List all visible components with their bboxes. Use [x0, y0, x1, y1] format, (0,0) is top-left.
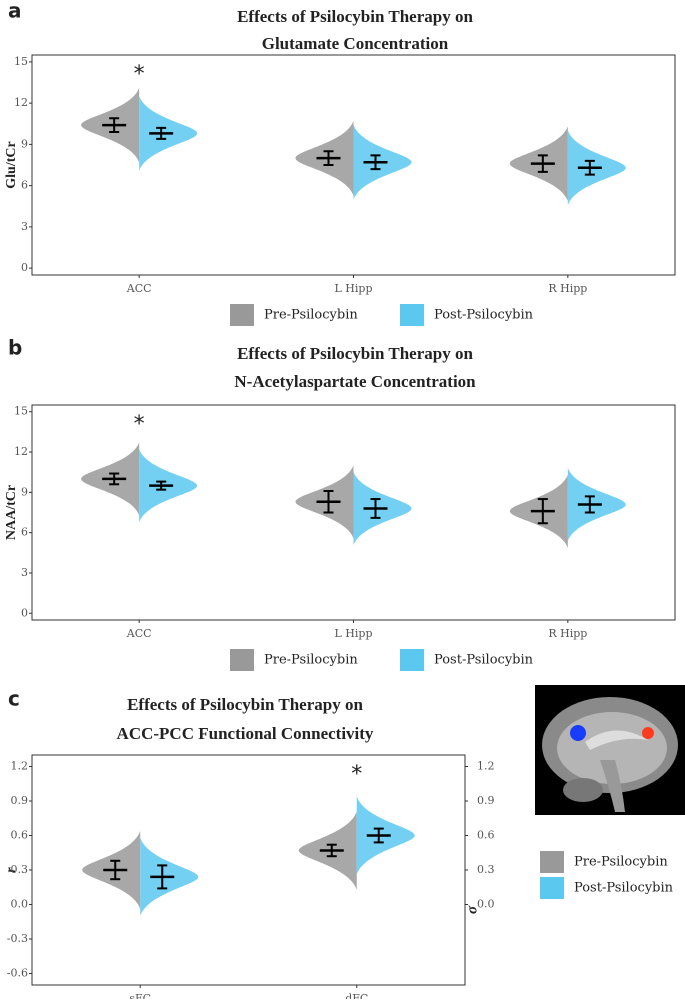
x-tick-label: sFC [129, 992, 151, 999]
y-tick-label: 15 [14, 405, 28, 418]
x-tick-label: R Hipp [548, 627, 587, 640]
y-tick-label: 0.9 [11, 794, 29, 807]
y2-tick-label: 1.2 [477, 760, 495, 773]
y-tick-label: 3 [21, 220, 28, 233]
chart-title: Effects of Psilocybin Therapy on [127, 695, 363, 714]
chart-title: Effects of Psilocybin Therapy on [237, 7, 473, 26]
y-axis-label: Glu/tCr [4, 141, 19, 188]
significance-marker: * [134, 412, 145, 437]
brainstem [600, 760, 625, 812]
corpus-callosum [585, 730, 648, 750]
legend-swatch [400, 304, 424, 326]
chart-title: Glutamate Concentration [262, 34, 449, 53]
y-tick-label: 9 [21, 137, 28, 150]
chart-title: N-Acetylaspartate Concentration [234, 372, 476, 391]
legend-label: Pre-Psilocybin [264, 653, 358, 668]
y-tick-label: 6 [21, 526, 28, 539]
legend-label: Post-Psilocybin [434, 308, 534, 323]
y-tick-label: 12 [14, 96, 28, 109]
y-tick-label: -0.3 [7, 932, 28, 945]
panel-label: a [8, 0, 22, 23]
y-tick-label: 0.3 [11, 863, 29, 876]
legend-label: Post-Psilocybin [574, 881, 674, 896]
y-tick-label: -0.6 [7, 967, 28, 980]
legend-label: Pre-Psilocybin [574, 855, 668, 870]
y-tick-label: 1.2 [11, 760, 29, 773]
y2-tick-label: 0.0 [477, 898, 495, 911]
x-tick-label: L Hipp [335, 627, 373, 640]
legend-swatch [540, 851, 564, 873]
pcc-roi [642, 727, 654, 739]
y-tick-label: 3 [21, 566, 28, 579]
x-tick-label: L Hipp [335, 282, 373, 295]
significance-marker: * [134, 62, 145, 87]
y2-tick-label: 0.6 [477, 829, 495, 842]
chart-title: ACC-PCC Functional Connectivity [117, 724, 374, 743]
cerebellum [563, 778, 603, 802]
acc-roi [570, 725, 586, 741]
y-tick-label: 0.0 [11, 898, 29, 911]
x-tick-label: ACC [126, 627, 152, 640]
panel-label: b [8, 336, 22, 360]
brain-image [535, 685, 685, 815]
y-tick-label: 0.6 [11, 829, 29, 842]
y-tick-label: 12 [14, 445, 28, 458]
x-tick-label: R Hipp [548, 282, 587, 295]
y-tick-label: 15 [14, 55, 28, 68]
legend-swatch [230, 304, 254, 326]
significance-marker: * [351, 762, 362, 787]
x-tick-label: dFC [345, 992, 368, 999]
y-tick-label: 6 [21, 179, 28, 192]
legend-label: Pre-Psilocybin [264, 308, 358, 323]
panel-label: c [8, 687, 20, 711]
chart-title: Effects of Psilocybin Therapy on [237, 344, 473, 363]
x-tick-label: ACC [126, 282, 152, 295]
y-tick-label: 9 [21, 485, 28, 498]
y-tick-label: 0 [21, 261, 28, 274]
y2-axis-label: σ [464, 905, 480, 914]
y-axis-label: NAA/tCr [4, 485, 19, 540]
legend-swatch [540, 877, 564, 899]
legend-label: Post-Psilocybin [434, 653, 534, 668]
y2-tick-label: 0.9 [477, 794, 495, 807]
legend-swatch [400, 649, 424, 671]
y-axis-label: r [4, 867, 19, 873]
y-tick-label: 0 [21, 606, 28, 619]
y2-tick-label: 0.3 [477, 863, 495, 876]
legend-swatch [230, 649, 254, 671]
